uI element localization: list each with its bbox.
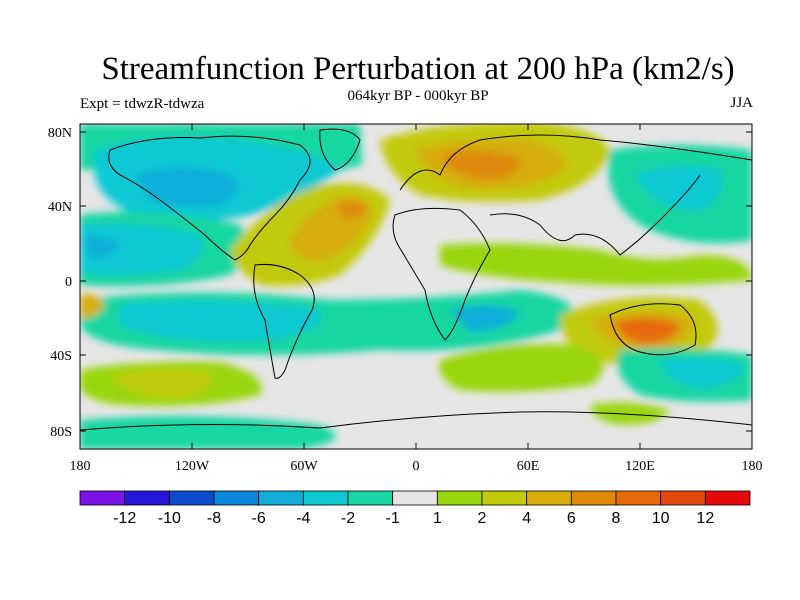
colorbar-swatch bbox=[526, 490, 572, 506]
x-tick-label: 0 bbox=[413, 459, 420, 474]
x-tick-label: 60W bbox=[290, 459, 318, 474]
colorbar-swatch bbox=[436, 490, 483, 506]
contour-region-south-pacific-inner bbox=[110, 369, 212, 398]
colorbar-label: 4 bbox=[522, 510, 531, 527]
coastlines bbox=[80, 128, 752, 431]
map-subtitle: 064kyr BP - 000kyr BP bbox=[347, 88, 489, 104]
contour-region-edge-spot bbox=[80, 293, 105, 319]
colorbar-swatch bbox=[258, 490, 304, 506]
colorbar-swatch bbox=[392, 490, 438, 506]
page-title: Streamfunction Perturbation at 200 hPa (… bbox=[101, 51, 735, 87]
colorbar-label: -1 bbox=[386, 510, 400, 527]
colorbar-label: -4 bbox=[296, 510, 310, 527]
colorbar-label: 12 bbox=[696, 510, 714, 527]
colorbar-swatch bbox=[79, 490, 126, 506]
contour-region-tropics bbox=[440, 243, 752, 286]
colorbar-label: 10 bbox=[652, 510, 670, 527]
axis-ticks: 80N 40N 0 40S 80S 180 120W 60W 0 60E 120E 180 bbox=[48, 124, 763, 474]
coastline-asia-south bbox=[489, 174, 701, 256]
coastline-africa bbox=[392, 207, 491, 341]
x-tick-label: 60E bbox=[517, 459, 540, 474]
colorbar-swatch bbox=[168, 490, 215, 506]
y-tick-label: 80N bbox=[48, 126, 72, 141]
contour-region-antarctic bbox=[80, 416, 336, 449]
colorbar: -12 -10 -8 -6 -4 -2 -1 1 2 4 6 8 10 12 bbox=[79, 490, 751, 527]
y-tick-label: 0 bbox=[65, 275, 72, 290]
contour-region-north-america-core bbox=[135, 167, 238, 207]
contour-region-australia-core bbox=[615, 317, 680, 344]
y-tick-label: 40N bbox=[48, 200, 72, 215]
x-tick-label: 180 bbox=[742, 459, 763, 474]
colorbar-swatch bbox=[704, 490, 751, 506]
colorbar-swatch bbox=[213, 490, 260, 506]
coastline-antarctica bbox=[80, 411, 752, 431]
colorbar-label: 6 bbox=[567, 510, 576, 527]
coastline-australia bbox=[609, 303, 697, 356]
coastline-north-america bbox=[108, 135, 311, 261]
x-tick-label: 180 bbox=[70, 459, 91, 474]
colorbar-swatch bbox=[302, 490, 349, 506]
contour-region-pacific-band-inner bbox=[80, 223, 203, 275]
season-label: JJA bbox=[730, 95, 753, 111]
x-tick-label: 120E bbox=[625, 459, 655, 474]
colorbar-swatch bbox=[615, 490, 662, 506]
contour-region-eurasia-core bbox=[440, 150, 521, 180]
colorbar-label: 1 bbox=[433, 510, 442, 527]
colorbar-swatch bbox=[124, 490, 170, 506]
x-tick-label: 120W bbox=[175, 459, 210, 474]
colorbar-swatch bbox=[481, 490, 528, 506]
contour-region-atlantic-core bbox=[336, 201, 368, 219]
colorbar-swatch bbox=[660, 490, 706, 506]
y-tick-label: 40S bbox=[50, 349, 72, 364]
colorbar-label: -10 bbox=[158, 510, 181, 527]
colorbar-label: -6 bbox=[252, 510, 266, 527]
experiment-label: Expt = tdwzR-tdwza bbox=[80, 96, 205, 112]
y-tick-label: 80S bbox=[50, 425, 72, 440]
coastline-south-america bbox=[253, 264, 315, 379]
contour-region-asia-inner bbox=[635, 166, 723, 210]
colorbar-label: -12 bbox=[113, 510, 136, 527]
colorbar-label: 8 bbox=[612, 510, 621, 527]
contour-region-pacific-core bbox=[82, 235, 120, 259]
colorbar-swatch bbox=[570, 490, 617, 506]
contour-region-southern-band-inner bbox=[120, 301, 322, 341]
contour-region-south-indian bbox=[439, 344, 603, 392]
contour-region-antarctic-east bbox=[590, 402, 670, 425]
colorbar-label: -2 bbox=[341, 510, 355, 527]
coastline-greenland bbox=[319, 128, 361, 171]
colorbar-swatch bbox=[347, 490, 394, 506]
colorbar-label: 2 bbox=[478, 510, 487, 527]
coastline-europe bbox=[399, 134, 752, 191]
contour-region-southern-band-core bbox=[450, 305, 520, 332]
colorbar-label: -8 bbox=[207, 510, 221, 527]
contour-region-southern-ocean-inner bbox=[660, 358, 745, 388]
map-field bbox=[80, 124, 752, 449]
